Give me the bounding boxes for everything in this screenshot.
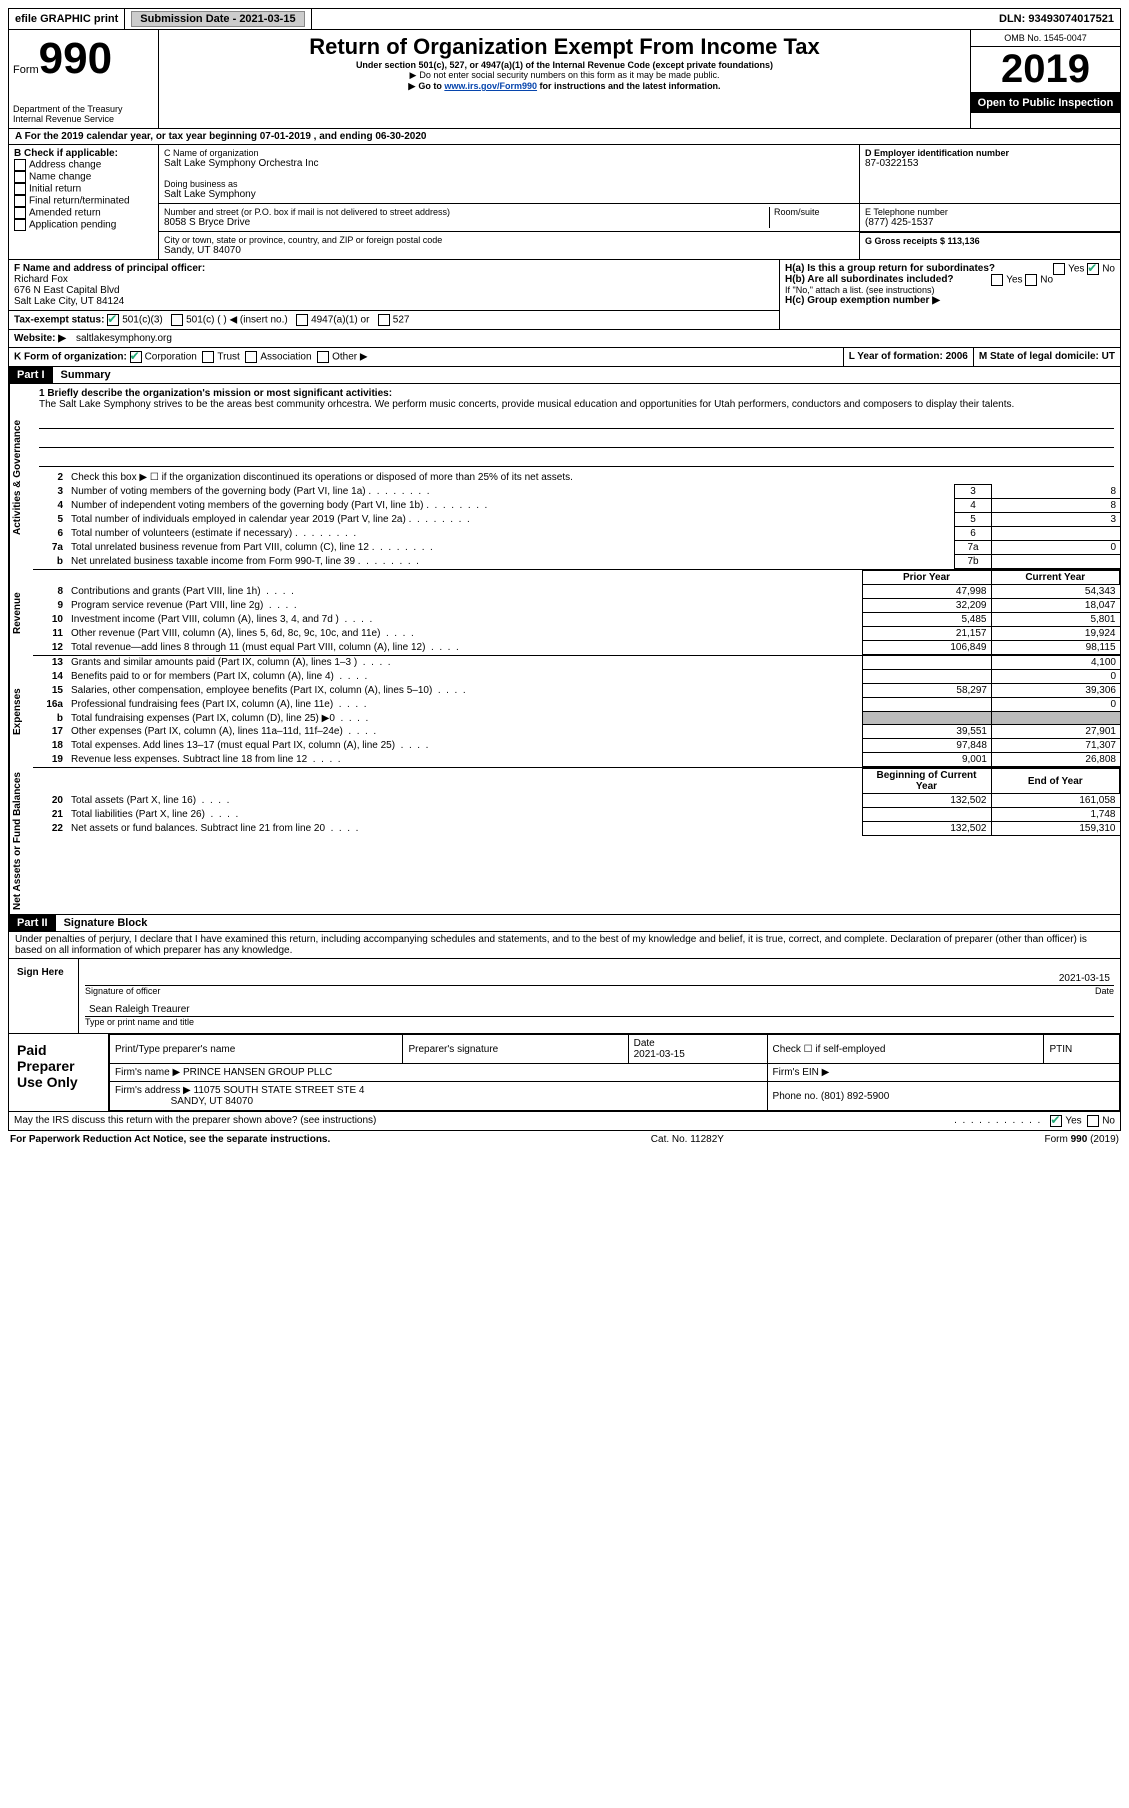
mission-text: The Salt Lake Symphony strives to be the…: [39, 399, 1114, 410]
sign-here-label: Sign Here: [9, 959, 79, 1033]
box-l: L Year of formation: 2006: [844, 348, 974, 366]
chk-501c3[interactable]: [107, 314, 119, 326]
form-subtitle: Under section 501(c), 527, or 4947(a)(1)…: [163, 60, 966, 70]
part1-body: Activities & Governance 1 Briefly descri…: [8, 384, 1121, 915]
box-i-label: Tax-exempt status:: [14, 315, 104, 326]
open-public: Open to Public Inspection: [971, 93, 1120, 113]
irs-link[interactable]: www.irs.gov/Form990: [444, 81, 537, 91]
org-name: Salt Lake Symphony Orchestra Inc: [164, 158, 854, 169]
box-b-label: B Check if applicable:: [14, 148, 153, 159]
chk-discuss-yes[interactable]: [1050, 1115, 1062, 1127]
chk-hb-no[interactable]: [1025, 274, 1037, 286]
part1-header: Part I Summary: [8, 367, 1121, 384]
chk-hb-yes[interactable]: [991, 274, 1003, 286]
chk-association[interactable]: [245, 351, 257, 363]
room-label: Room/suite: [769, 207, 854, 228]
chk-ha-no[interactable]: [1087, 263, 1099, 275]
box-j-label: Website: ▶: [9, 330, 71, 347]
hb-note: If "No," attach a list. (see instruction…: [785, 285, 1115, 295]
addr-label: Number and street (or P.O. box if mail i…: [164, 207, 769, 217]
box-d-label: D Employer identification number: [865, 148, 1115, 158]
dba: Salt Lake Symphony: [164, 189, 854, 200]
dept-label: Department of the Treasury Internal Reve…: [13, 104, 154, 124]
preparer-block: Paid Preparer Use Only Print/Type prepar…: [8, 1034, 1121, 1112]
officer-name: Richard Fox: [14, 274, 774, 285]
ein: 87-0322153: [865, 158, 1115, 169]
efile-label: efile GRAPHIC print: [9, 9, 125, 29]
box-k-label: K Form of organization:: [14, 352, 127, 363]
chk-address-change[interactable]: [14, 159, 26, 171]
box-c-label: C Name of organization: [164, 148, 854, 158]
officer-addr2: Salt Lake City, UT 84124: [14, 296, 774, 307]
chk-final-return[interactable]: [14, 195, 26, 207]
chk-4947[interactable]: [296, 314, 308, 326]
telephone: (877) 425-1537: [865, 217, 1115, 228]
revenue-table: Prior YearCurrent Year 8Contributions an…: [33, 570, 1120, 655]
chk-discuss-no[interactable]: [1087, 1115, 1099, 1127]
label-governance: Activities & Governance: [9, 384, 33, 570]
label-expenses: Expenses: [9, 656, 33, 768]
fh-row: F Name and address of principal officer:…: [8, 260, 1121, 330]
street-address: 8058 S Bryce Drive: [164, 217, 769, 228]
net-table: Beginning of Current YearEnd of Year 20T…: [33, 768, 1120, 836]
box-e-label: E Telephone number: [865, 207, 1115, 217]
paid-preparer-label: Paid Preparer Use Only: [9, 1034, 109, 1111]
city-label: City or town, state or province, country…: [164, 235, 854, 245]
chk-527[interactable]: [378, 314, 390, 326]
box-f-label: F Name and address of principal officer:: [14, 263, 774, 274]
org-info-grid: B Check if applicable: Address change Na…: [8, 145, 1121, 260]
declaration: Under penalties of perjury, I declare th…: [8, 932, 1121, 959]
city-state-zip: Sandy, UT 84070: [164, 245, 854, 256]
dln: DLN: 93493074017521: [993, 9, 1120, 29]
box-m: M State of legal domicile: UT: [974, 348, 1120, 366]
omb: OMB No. 1545-0047: [971, 30, 1120, 47]
chk-application-pending[interactable]: [14, 219, 26, 231]
header-bar: efile GRAPHIC print Submission Date - 20…: [8, 8, 1121, 30]
dba-label: Doing business as: [164, 179, 854, 189]
part2-header: Part II Signature Block: [8, 915, 1121, 932]
label-netassets: Net Assets or Fund Balances: [9, 768, 33, 914]
form-label: Form: [13, 64, 39, 76]
discuss-row: May the IRS discuss this return with the…: [8, 1112, 1121, 1131]
footer: For Paperwork Reduction Act Notice, see …: [8, 1131, 1121, 1148]
website: saltlakesymphony.org: [71, 330, 1120, 347]
officer-addr1: 676 N East Capital Blvd: [14, 285, 774, 296]
klm-row: K Form of organization: Corporation Trus…: [8, 348, 1121, 367]
chk-name-change[interactable]: [14, 171, 26, 183]
chk-corporation[interactable]: [130, 351, 142, 363]
form-number: 990: [39, 34, 112, 83]
chk-trust[interactable]: [202, 351, 214, 363]
preparer-table: Print/Type preparer's name Preparer's si…: [109, 1034, 1120, 1111]
chk-other[interactable]: [317, 351, 329, 363]
chk-501c[interactable]: [171, 314, 183, 326]
signature-block: Sign Here 2021-03-15 Signature of office…: [8, 959, 1121, 1034]
section-a: A For the 2019 calendar year, or tax yea…: [8, 129, 1121, 145]
website-row: Website: ▶ saltlakesymphony.org: [8, 330, 1121, 348]
chk-amended[interactable]: [14, 207, 26, 219]
chk-initial-return[interactable]: [14, 183, 26, 195]
note-ssn: Do not enter social security numbers on …: [163, 70, 966, 81]
title-row: Form990 Department of the Treasury Inter…: [8, 30, 1121, 129]
tax-year: 2019: [971, 47, 1120, 93]
submission-date-button[interactable]: Submission Date - 2021-03-15: [131, 11, 304, 27]
goto-suffix: for instructions and the latest informat…: [537, 81, 721, 91]
label-revenue: Revenue: [9, 570, 33, 656]
gross-receipts: G Gross receipts $ 113,136: [865, 236, 1115, 246]
hc: H(c) Group exemption number ▶: [785, 295, 1115, 306]
chk-ha-yes[interactable]: [1053, 263, 1065, 275]
form-title: Return of Organization Exempt From Incom…: [163, 34, 966, 60]
expense-table: 13Grants and similar amounts paid (Part …: [33, 656, 1120, 767]
mission-label: 1 Briefly describe the organization's mi…: [39, 388, 1114, 399]
goto-prefix: Go to: [408, 81, 444, 91]
gov-table: 2Check this box ▶ ☐ if the organization …: [33, 471, 1120, 569]
